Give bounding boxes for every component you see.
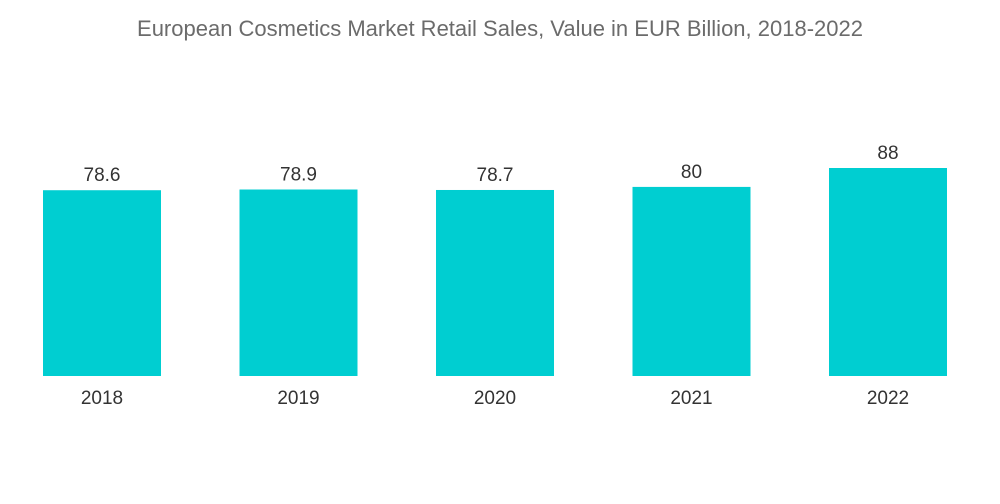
data-label-2018: 78.6 <box>84 165 121 186</box>
bar-2018 <box>43 190 161 376</box>
data-label-2020: 78.7 <box>477 165 514 186</box>
bar-2019 <box>239 189 358 376</box>
x-tick-label-2021: 2021 <box>670 388 712 409</box>
x-tick-label-2019: 2019 <box>277 388 319 409</box>
x-tick-label-2022: 2022 <box>867 388 909 409</box>
bar-2020 <box>436 189 554 376</box>
bar-2022 <box>829 168 947 376</box>
x-axis-tick-labels: 2018 2019 2020 2021 2022 <box>81 388 909 409</box>
x-tick-label-2020: 2020 <box>474 388 516 409</box>
bar-2021 <box>632 186 751 376</box>
data-label-2021: 80 <box>681 162 702 183</box>
data-label-2022: 88 <box>877 143 898 164</box>
data-label-2019: 78.9 <box>280 165 317 186</box>
bars-layer <box>43 168 947 376</box>
x-tick-label-2018: 2018 <box>81 388 123 409</box>
chart-title: European Cosmetics Market Retail Sales, … <box>137 16 863 41</box>
value-labels-layer: 78.6 78.9 78.7 80 88 <box>84 143 899 186</box>
